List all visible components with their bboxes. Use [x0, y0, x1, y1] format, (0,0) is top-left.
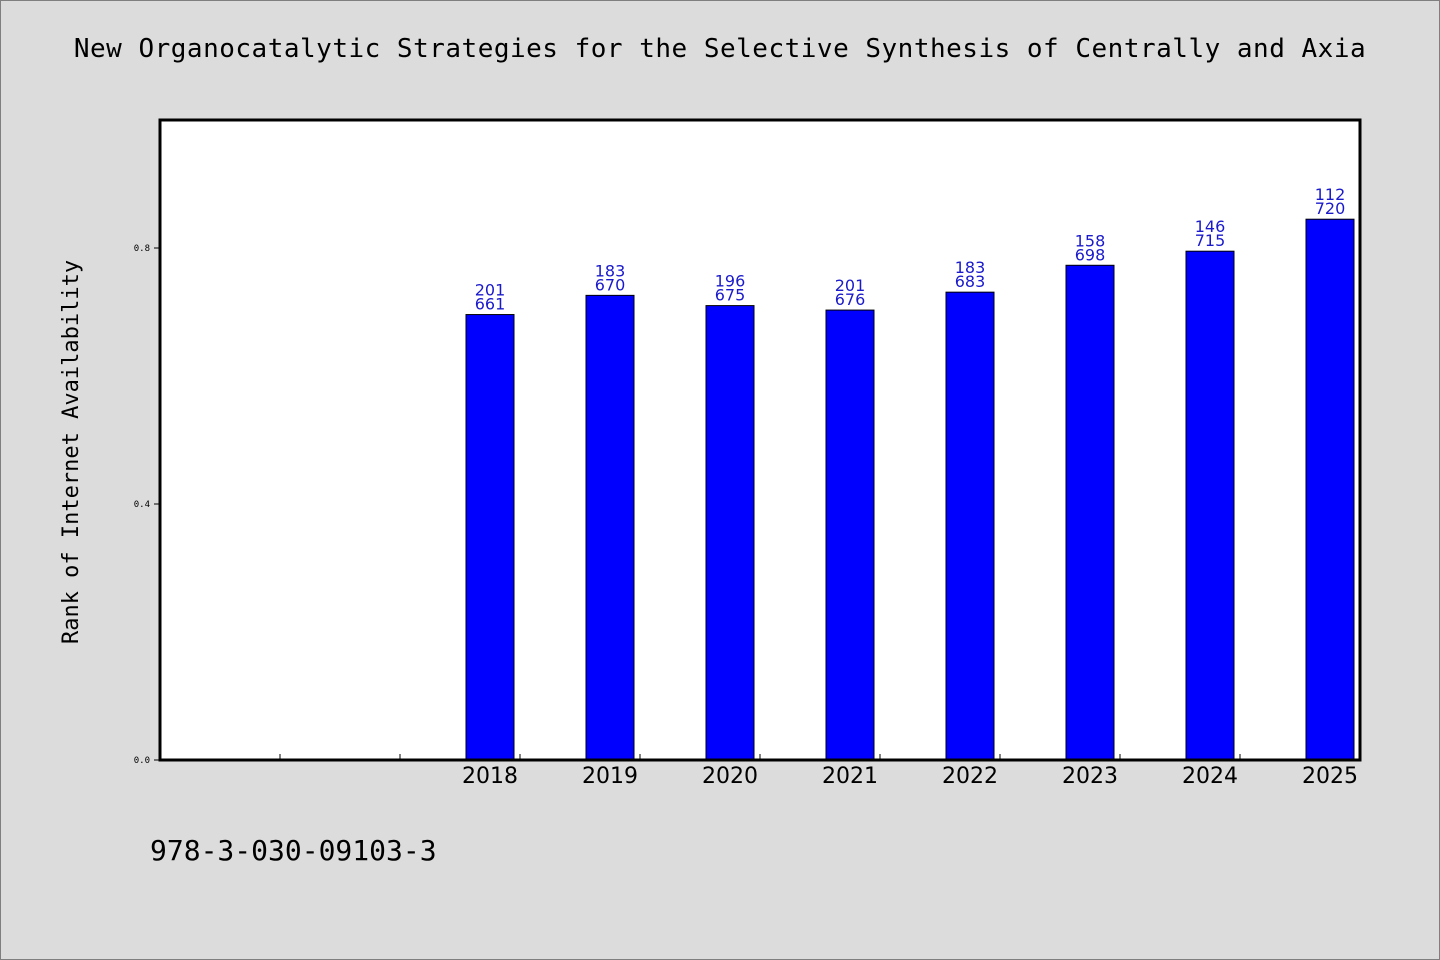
- bars-layer: [465, 218, 1355, 761]
- axes-layer: 0.0 0.4 0.8 2018 2019 2020 2021 2022 2023 2024 202…: [134, 244, 1358, 789]
- y-tick-label: 0.8: [134, 244, 150, 254]
- x-tick-label: 2019: [582, 764, 638, 789]
- data-label-top: 158: [1075, 231, 1106, 250]
- data-label-bottom: 670: [595, 275, 626, 294]
- bar-2019: [585, 294, 635, 761]
- data-label-bottom: 715: [1195, 231, 1226, 250]
- data-label-top: 112: [1315, 185, 1346, 204]
- data-label-bottom: 676: [835, 290, 866, 309]
- data-label-top: 201: [835, 276, 866, 295]
- bar-2024: [1185, 250, 1235, 761]
- bar-2020: [705, 305, 755, 761]
- data-label-top: 183: [955, 258, 986, 277]
- bar-2023: [1065, 264, 1115, 761]
- plot-area: [160, 120, 1360, 760]
- bar-2018: [465, 314, 515, 761]
- x-tick-label: 2025: [1302, 764, 1358, 789]
- data-label-top: 146: [1195, 217, 1226, 236]
- data-label-bottom: 698: [1075, 245, 1106, 264]
- data-label-top: 196: [715, 272, 746, 291]
- x-tick-label: 2020: [702, 764, 758, 789]
- x-tick-label: 2018: [462, 764, 518, 789]
- isbn-label: 978-3-030-09103-3: [150, 834, 437, 867]
- data-label-top: 183: [595, 261, 626, 280]
- plot-frame: [158, 118, 1362, 762]
- data-label-bottom: 675: [715, 286, 746, 305]
- data-label-bottom: 661: [475, 295, 506, 314]
- chart-title: New Organocatalytic Strategies for the S…: [73, 34, 1367, 64]
- x-tick-label: 2022: [942, 764, 998, 789]
- x-tick-label: 2023: [1062, 764, 1118, 789]
- y-axis-label: Rank of Internet Availability: [59, 260, 84, 644]
- x-tick-label: 2024: [1182, 764, 1238, 789]
- y-tick-label: 0.4: [134, 500, 150, 510]
- data-label-bottom: 683: [955, 272, 986, 291]
- x-tick-label: 2021: [822, 764, 878, 789]
- data-label-top: 201: [475, 281, 506, 300]
- bar-2025: [1305, 218, 1355, 761]
- data-label-bottom: 720: [1315, 199, 1346, 218]
- bar-2022: [945, 291, 995, 761]
- y-tick-label: 0.0: [134, 756, 150, 766]
- bar-2021: [825, 309, 875, 761]
